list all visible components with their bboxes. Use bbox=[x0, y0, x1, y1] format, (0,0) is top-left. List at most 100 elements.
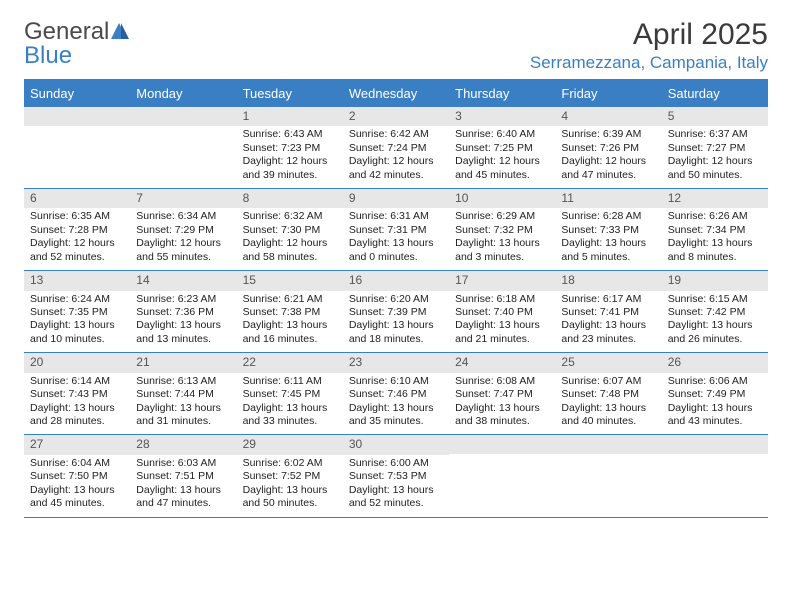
day-cell bbox=[555, 435, 661, 516]
calendar-page: General April 2025 Serramezzana, Campani… bbox=[0, 0, 792, 536]
day-cell: 21Sunrise: 6:13 AMSunset: 7:44 PMDayligh… bbox=[130, 353, 236, 434]
calendar-week: 20Sunrise: 6:14 AMSunset: 7:43 PMDayligh… bbox=[24, 353, 768, 435]
daylight-text: Daylight: 13 hours and 50 minutes. bbox=[243, 484, 337, 511]
day-number: 26 bbox=[662, 353, 768, 372]
day-cell: 15Sunrise: 6:21 AMSunset: 7:38 PMDayligh… bbox=[237, 271, 343, 352]
day-number: 10 bbox=[449, 189, 555, 208]
day-body: Sunrise: 6:15 AMSunset: 7:42 PMDaylight:… bbox=[662, 291, 768, 353]
sunset-text: Sunset: 7:49 PM bbox=[668, 388, 762, 401]
sunset-text: Sunset: 7:40 PM bbox=[455, 306, 549, 319]
day-body: Sunrise: 6:40 AMSunset: 7:25 PMDaylight:… bbox=[449, 126, 555, 188]
day-number: 23 bbox=[343, 353, 449, 372]
sunset-text: Sunset: 7:50 PM bbox=[30, 470, 124, 483]
daylight-text: Daylight: 13 hours and 3 minutes. bbox=[455, 237, 549, 264]
day-cell: 10Sunrise: 6:29 AMSunset: 7:32 PMDayligh… bbox=[449, 189, 555, 270]
sunset-text: Sunset: 7:44 PM bbox=[136, 388, 230, 401]
sunrise-text: Sunrise: 6:43 AM bbox=[243, 128, 337, 141]
sunrise-text: Sunrise: 6:18 AM bbox=[455, 293, 549, 306]
sunrise-text: Sunrise: 6:21 AM bbox=[243, 293, 337, 306]
calendar-grid: Sunday Monday Tuesday Wednesday Thursday… bbox=[24, 79, 768, 518]
page-header: General April 2025 Serramezzana, Campani… bbox=[24, 18, 768, 73]
day-number: 18 bbox=[555, 271, 661, 290]
sunrise-text: Sunrise: 6:23 AM bbox=[136, 293, 230, 306]
day-cell: 29Sunrise: 6:02 AMSunset: 7:52 PMDayligh… bbox=[237, 435, 343, 516]
daylight-text: Daylight: 13 hours and 40 minutes. bbox=[561, 402, 655, 429]
day-cell: 16Sunrise: 6:20 AMSunset: 7:39 PMDayligh… bbox=[343, 271, 449, 352]
day-number: 28 bbox=[130, 435, 236, 454]
sunset-text: Sunset: 7:35 PM bbox=[30, 306, 124, 319]
day-number-empty bbox=[555, 435, 661, 454]
day-number: 25 bbox=[555, 353, 661, 372]
day-cell: 22Sunrise: 6:11 AMSunset: 7:45 PMDayligh… bbox=[237, 353, 343, 434]
title-block: April 2025 Serramezzana, Campania, Italy bbox=[530, 18, 768, 73]
weekday-header-row: Sunday Monday Tuesday Wednesday Thursday… bbox=[24, 81, 768, 107]
sunset-text: Sunset: 7:33 PM bbox=[561, 224, 655, 237]
day-cell: 12Sunrise: 6:26 AMSunset: 7:34 PMDayligh… bbox=[662, 189, 768, 270]
day-body: Sunrise: 6:03 AMSunset: 7:51 PMDaylight:… bbox=[130, 455, 236, 517]
day-cell: 14Sunrise: 6:23 AMSunset: 7:36 PMDayligh… bbox=[130, 271, 236, 352]
day-body: Sunrise: 6:02 AMSunset: 7:52 PMDaylight:… bbox=[237, 455, 343, 517]
sunset-text: Sunset: 7:43 PM bbox=[30, 388, 124, 401]
day-number: 20 bbox=[24, 353, 130, 372]
sunrise-text: Sunrise: 6:02 AM bbox=[243, 457, 337, 470]
day-body: Sunrise: 6:08 AMSunset: 7:47 PMDaylight:… bbox=[449, 373, 555, 435]
weekday-header-sat: Saturday bbox=[662, 81, 768, 107]
sunset-text: Sunset: 7:39 PM bbox=[349, 306, 443, 319]
day-cell: 2Sunrise: 6:42 AMSunset: 7:24 PMDaylight… bbox=[343, 107, 449, 188]
month-title: April 2025 bbox=[530, 18, 768, 51]
sunrise-text: Sunrise: 6:40 AM bbox=[455, 128, 549, 141]
sunrise-text: Sunrise: 6:04 AM bbox=[30, 457, 124, 470]
calendar-week: 27Sunrise: 6:04 AMSunset: 7:50 PMDayligh… bbox=[24, 435, 768, 517]
day-body: Sunrise: 6:17 AMSunset: 7:41 PMDaylight:… bbox=[555, 291, 661, 353]
day-body: Sunrise: 6:43 AMSunset: 7:23 PMDaylight:… bbox=[237, 126, 343, 188]
day-body: Sunrise: 6:14 AMSunset: 7:43 PMDaylight:… bbox=[24, 373, 130, 435]
day-number-empty bbox=[24, 107, 130, 126]
day-number: 22 bbox=[237, 353, 343, 372]
sunset-text: Sunset: 7:25 PM bbox=[455, 142, 549, 155]
weekday-header-mon: Monday bbox=[130, 81, 236, 107]
sunrise-text: Sunrise: 6:00 AM bbox=[349, 457, 443, 470]
day-number: 27 bbox=[24, 435, 130, 454]
sunrise-text: Sunrise: 6:06 AM bbox=[668, 375, 762, 388]
daylight-text: Daylight: 13 hours and 0 minutes. bbox=[349, 237, 443, 264]
daylight-text: Daylight: 12 hours and 45 minutes. bbox=[455, 155, 549, 182]
day-number: 2 bbox=[343, 107, 449, 126]
day-cell bbox=[662, 435, 768, 516]
day-cell: 5Sunrise: 6:37 AMSunset: 7:27 PMDaylight… bbox=[662, 107, 768, 188]
day-cell bbox=[130, 107, 236, 188]
day-cell bbox=[449, 435, 555, 516]
day-cell: 20Sunrise: 6:14 AMSunset: 7:43 PMDayligh… bbox=[24, 353, 130, 434]
day-body: Sunrise: 6:10 AMSunset: 7:46 PMDaylight:… bbox=[343, 373, 449, 435]
day-cell: 11Sunrise: 6:28 AMSunset: 7:33 PMDayligh… bbox=[555, 189, 661, 270]
day-body: Sunrise: 6:26 AMSunset: 7:34 PMDaylight:… bbox=[662, 208, 768, 270]
day-cell: 17Sunrise: 6:18 AMSunset: 7:40 PMDayligh… bbox=[449, 271, 555, 352]
sunset-text: Sunset: 7:31 PM bbox=[349, 224, 443, 237]
day-body: Sunrise: 6:34 AMSunset: 7:29 PMDaylight:… bbox=[130, 208, 236, 270]
day-body: Sunrise: 6:18 AMSunset: 7:40 PMDaylight:… bbox=[449, 291, 555, 353]
daylight-text: Daylight: 13 hours and 52 minutes. bbox=[349, 484, 443, 511]
daylight-text: Daylight: 12 hours and 52 minutes. bbox=[30, 237, 124, 264]
day-cell: 23Sunrise: 6:10 AMSunset: 7:46 PMDayligh… bbox=[343, 353, 449, 434]
daylight-text: Daylight: 13 hours and 45 minutes. bbox=[30, 484, 124, 511]
day-cell: 24Sunrise: 6:08 AMSunset: 7:47 PMDayligh… bbox=[449, 353, 555, 434]
day-body: Sunrise: 6:37 AMSunset: 7:27 PMDaylight:… bbox=[662, 126, 768, 188]
daylight-text: Daylight: 12 hours and 55 minutes. bbox=[136, 237, 230, 264]
sunset-text: Sunset: 7:51 PM bbox=[136, 470, 230, 483]
sunset-text: Sunset: 7:42 PM bbox=[668, 306, 762, 319]
sunrise-text: Sunrise: 6:11 AM bbox=[243, 375, 337, 388]
day-cell: 9Sunrise: 6:31 AMSunset: 7:31 PMDaylight… bbox=[343, 189, 449, 270]
day-number: 4 bbox=[555, 107, 661, 126]
day-number: 14 bbox=[130, 271, 236, 290]
daylight-text: Daylight: 13 hours and 47 minutes. bbox=[136, 484, 230, 511]
day-number: 11 bbox=[555, 189, 661, 208]
day-number: 3 bbox=[449, 107, 555, 126]
sunrise-text: Sunrise: 6:13 AM bbox=[136, 375, 230, 388]
day-body: Sunrise: 6:28 AMSunset: 7:33 PMDaylight:… bbox=[555, 208, 661, 270]
sunset-text: Sunset: 7:38 PM bbox=[243, 306, 337, 319]
day-body: Sunrise: 6:35 AMSunset: 7:28 PMDaylight:… bbox=[24, 208, 130, 270]
day-cell: 27 Sunrise: 6:04 AMSunset: 7:50 PMDayligh… bbox=[24, 435, 130, 516]
day-cell: 30Sunrise: 6:00 AMSunset: 7:53 PMDayligh… bbox=[343, 435, 449, 516]
day-number: 1 bbox=[237, 107, 343, 126]
day-body: Sunrise: 6:13 AMSunset: 7:44 PMDaylight:… bbox=[130, 373, 236, 435]
day-number-empty bbox=[449, 435, 555, 454]
